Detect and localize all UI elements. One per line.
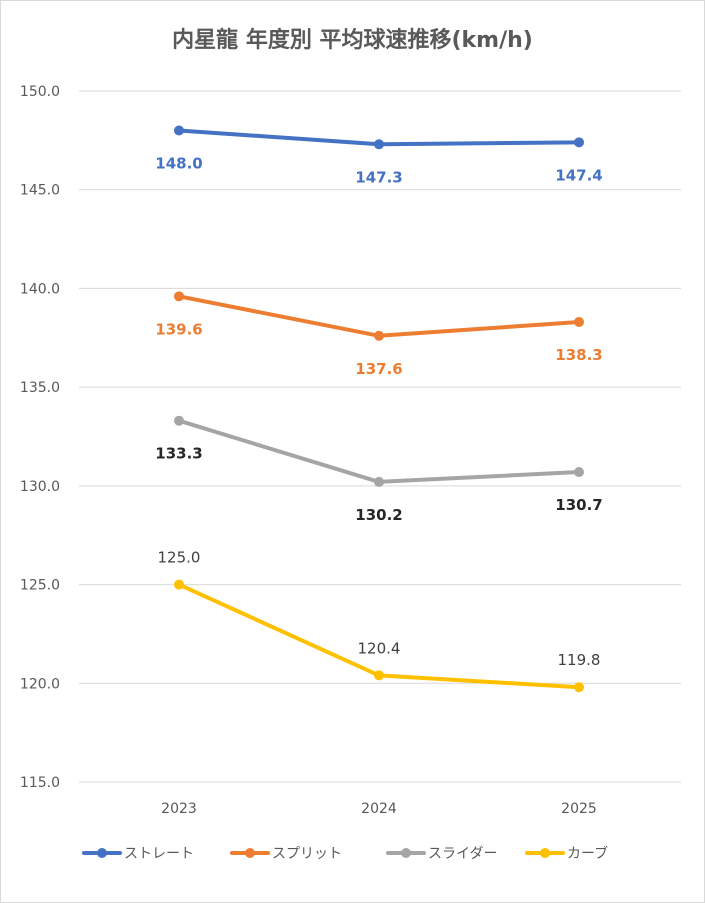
data-label: 120.4 bbox=[358, 639, 401, 657]
y-tick-label: 135.0 bbox=[20, 380, 60, 396]
data-point bbox=[174, 125, 184, 136]
data-point bbox=[574, 137, 584, 148]
data-label: 130.2 bbox=[355, 506, 402, 524]
legend-label: スライダー bbox=[428, 846, 497, 862]
x-tick-label: 2023 bbox=[161, 801, 197, 817]
y-tick-label: 150.0 bbox=[20, 84, 60, 100]
data-point bbox=[374, 139, 384, 150]
data-point bbox=[174, 579, 184, 590]
legend-marker-point bbox=[245, 848, 255, 858]
series-line bbox=[177, 294, 581, 338]
legend-label: カーブ bbox=[567, 845, 608, 862]
data-point bbox=[374, 330, 384, 341]
data-label: 138.3 bbox=[555, 346, 602, 364]
data-label: 147.3 bbox=[355, 168, 402, 186]
y-tick-label: 140.0 bbox=[20, 281, 60, 297]
chart-title: 内星龍 年度別 平均球速推移(km/h) bbox=[172, 28, 533, 53]
data-point bbox=[174, 291, 184, 302]
data-label: 119.8 bbox=[558, 651, 601, 669]
y-tick-label: 130.0 bbox=[20, 479, 60, 495]
legend-marker-point bbox=[401, 848, 411, 858]
legend-label: スプリット bbox=[272, 846, 342, 862]
data-point bbox=[574, 682, 584, 693]
data-label: 137.6 bbox=[355, 360, 402, 378]
y-tick-label: 115.0 bbox=[20, 775, 60, 791]
data-label: 133.3 bbox=[155, 445, 202, 463]
data-label: 147.4 bbox=[555, 166, 602, 184]
data-point bbox=[174, 415, 184, 426]
legend-marker-point bbox=[97, 848, 107, 858]
y-tick-label: 125.0 bbox=[20, 578, 60, 594]
x-tick-label: 2024 bbox=[361, 801, 397, 817]
data-label: 148.0 bbox=[155, 154, 202, 172]
data-label: 139.6 bbox=[155, 320, 202, 338]
data-point bbox=[574, 467, 584, 478]
data-label: 130.7 bbox=[555, 496, 602, 514]
data-point bbox=[574, 316, 584, 327]
data-point bbox=[374, 476, 384, 487]
y-tick-label: 145.0 bbox=[20, 183, 60, 199]
legend-label: ストレート bbox=[124, 846, 194, 862]
series-line bbox=[177, 418, 581, 484]
y-tick-label: 120.0 bbox=[20, 676, 60, 692]
data-label: 125.0 bbox=[158, 549, 201, 567]
legend-marker-point bbox=[540, 848, 550, 858]
x-tick-label: 2025 bbox=[561, 801, 597, 817]
data-point bbox=[374, 670, 384, 681]
